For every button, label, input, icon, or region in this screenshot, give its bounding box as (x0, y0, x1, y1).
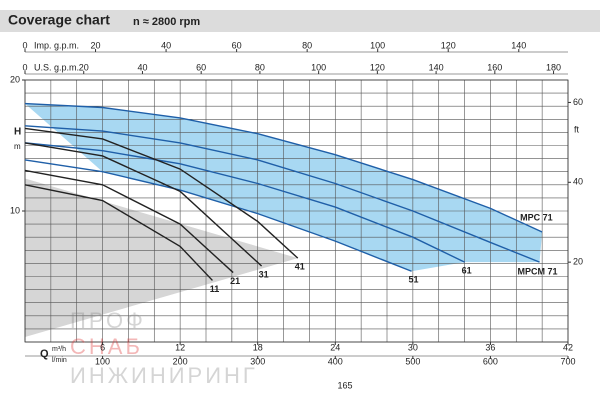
watermark: ПРОФ СНАБ ИНЖИНИРИНГ (70, 308, 258, 388)
x-unit: m³/h (52, 346, 66, 353)
x2-tick-label: 500 (405, 356, 420, 366)
y-tick-label: 20 (10, 74, 20, 84)
top-tick-label: 100 (370, 40, 385, 50)
x2-label: l/min (52, 357, 67, 364)
y2-tick-label: 20 (573, 257, 583, 267)
y-tick-label: 10 (10, 205, 20, 215)
top-tick-label: 120 (441, 40, 456, 50)
top-tick-label: 40 (137, 62, 147, 72)
y-unit: m (14, 142, 21, 151)
curve (24, 127, 299, 259)
curve (24, 102, 543, 233)
x-tick-label: 36 (485, 342, 495, 352)
watermark-text: СНАБ (70, 334, 143, 359)
top-tick-label: 180 (546, 62, 561, 72)
header-bar (0, 10, 600, 32)
x-tick-label: 30 (408, 342, 418, 352)
y-label: H (14, 127, 21, 138)
top-tick-label: 100 (311, 62, 326, 72)
top-axis-label: Imp. g.p.m. (34, 40, 79, 50)
curve (24, 142, 465, 263)
x2-tick-label: 200 (173, 356, 188, 366)
top-tick-label: 120 (370, 62, 385, 72)
curve-label: 41 (295, 262, 305, 272)
top-tick-label: 140 (429, 62, 444, 72)
top-tick-label: 20 (79, 62, 89, 72)
top-tick-label: 80 (255, 62, 265, 72)
plot (24, 79, 569, 343)
x-tick-label: 42 (563, 342, 573, 352)
top-tick-label: 140 (511, 40, 526, 50)
top-tick-label: 0 (22, 40, 27, 50)
curve (24, 125, 540, 263)
top-tick-label: 20 (91, 40, 101, 50)
x2-tick-label: 100 (95, 356, 110, 366)
curve (24, 169, 234, 274)
y2-tick-label: 60 (573, 97, 583, 107)
top-tick-label: 160 (487, 62, 502, 72)
x2-tick-label: 700 (560, 356, 575, 366)
top-tick-label: 60 (196, 62, 206, 72)
watermark-text: ИНЖИНИРИНГ (70, 363, 258, 388)
x2-tick-label: 400 (328, 356, 343, 366)
y2-tick-label: 40 (573, 177, 583, 187)
curve (24, 159, 412, 272)
curve-label: 61 (462, 265, 472, 275)
x-tick-label: 18 (253, 342, 263, 352)
curve-label: 31 (259, 269, 269, 279)
watermark-text: ПРОФ (70, 308, 146, 333)
x2-tick-label: 600 (483, 356, 498, 366)
top-tick-label: 40 (161, 40, 171, 50)
y2-label: ft (574, 124, 580, 134)
top-tick-label: 0 (22, 62, 27, 72)
page-number: 165 (337, 380, 352, 390)
top-tick-label: 80 (302, 40, 312, 50)
x-tick-label: 6 (100, 342, 105, 352)
chart-title: Coverage chart (8, 12, 110, 28)
x2-tick-label: 300 (250, 356, 265, 366)
gray-area (25, 178, 298, 337)
curve-label: 21 (230, 276, 240, 286)
x-label: Q (40, 348, 49, 360)
curve-label: 51 (409, 275, 419, 285)
curve-label: MPCM 71 (518, 266, 558, 276)
top-axis-label: U.S. g.p.m. (34, 62, 79, 72)
chart-subtitle: n ≈ 2800 rpm (133, 16, 200, 28)
top-tick-label: 60 (232, 40, 242, 50)
curve (24, 184, 213, 281)
x-tick-label: 12 (175, 342, 185, 352)
x-tick-label: 24 (330, 342, 340, 352)
curve-label: 11 (210, 284, 220, 294)
curve (24, 142, 263, 267)
curve-label: MPC 71 (520, 212, 553, 222)
